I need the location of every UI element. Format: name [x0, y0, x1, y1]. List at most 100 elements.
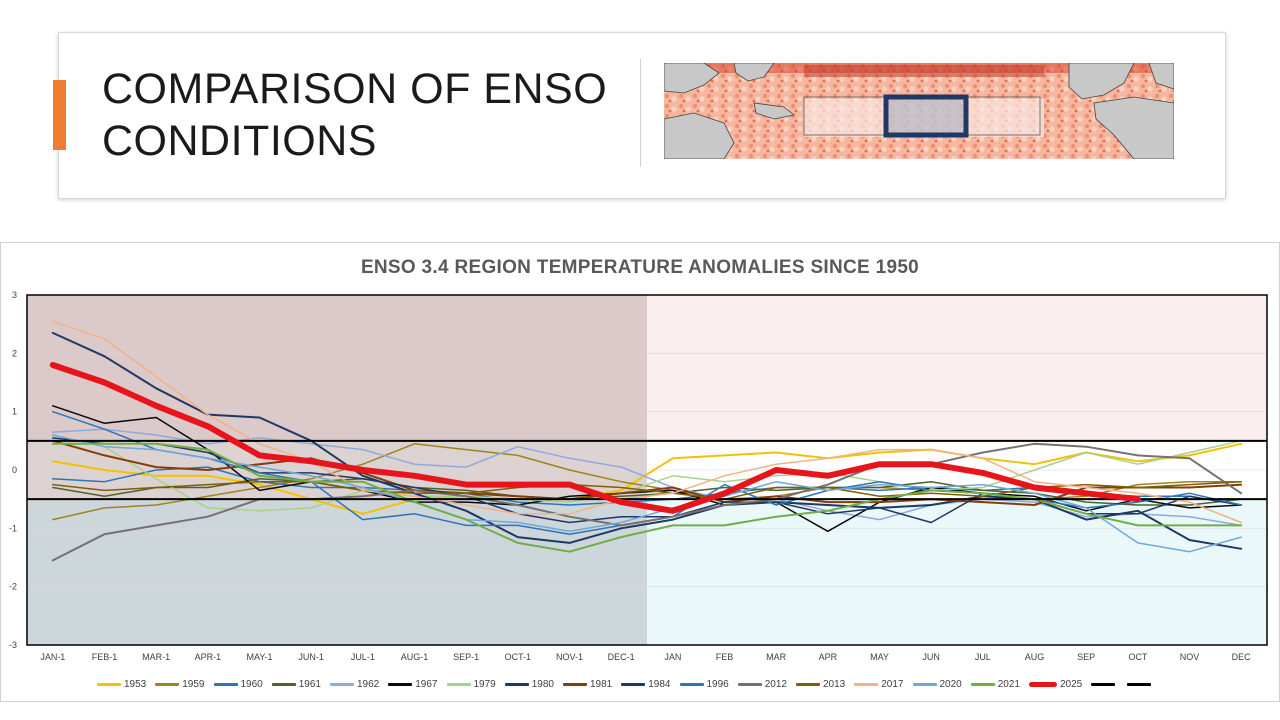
region-prior-year-warm — [27, 295, 647, 441]
region-prior-year-cool — [27, 499, 647, 645]
legend-label: 1960 — [240, 678, 263, 690]
chart-card: ENSO 3.4 REGION TEMPERATURE ANOMALIES SI… — [0, 242, 1280, 702]
legend-item — [1091, 682, 1118, 686]
x-tick-label: DEC — [1232, 652, 1252, 662]
legend-swatch — [796, 682, 820, 686]
series-line-2021 — [51, 442, 1243, 553]
chart-plot: 3 2 1 0 -1 -2 -3 JAN-1 FEB-1 MAR-1 APR-1 MAY-1 JUN-1… — [9, 290, 1268, 662]
y-tick-label: -1 — [9, 523, 17, 533]
legend-swatch — [271, 682, 296, 686]
x-tick-label: JUN — [922, 652, 940, 662]
legend-label: 2020 — [939, 678, 962, 690]
legend-label: 2021 — [997, 678, 1020, 690]
x-tick-label: MAR — [766, 652, 787, 662]
legend-label: 1996 — [706, 678, 729, 690]
legend-item: 2020 — [912, 678, 962, 690]
legend-item: 1980 — [504, 678, 554, 690]
legend-swatch — [1091, 682, 1116, 686]
legend-swatch — [912, 682, 937, 686]
x-tick-label: MAY — [870, 652, 889, 662]
title-line-2: CONDITIONS — [102, 117, 377, 165]
legend-item: 1967 — [388, 678, 438, 690]
title-card: COMPARISON OF ENSO CONDITIONS — [53, 32, 1226, 199]
sst-anomaly-map-icon — [664, 63, 1174, 159]
legend-label: 2017 — [881, 678, 904, 690]
x-tick-label: APR — [819, 652, 838, 662]
legend-item: 2025 — [1029, 679, 1082, 690]
x-tick-label: FEB — [716, 652, 734, 662]
legend-swatch — [679, 682, 704, 686]
series-line-1979 — [52, 434, 1242, 512]
region-current-year-warm — [647, 295, 1267, 441]
legend-label: 1981 — [590, 678, 613, 690]
title-line-1: COMPARISON OF ENSO — [102, 65, 608, 113]
legend-item: 2021 — [970, 678, 1020, 690]
legend-label: 1953 — [124, 678, 147, 690]
legend-item: 2017 — [854, 678, 904, 690]
legend-item: 1961 — [271, 679, 321, 690]
y-tick-label: 0 — [12, 465, 17, 475]
x-tick-label: OCT — [1128, 652, 1148, 662]
legend-item: 1960 — [213, 678, 263, 690]
legend-label: 1979 — [473, 678, 496, 690]
series-line-2025 — [49, 362, 1141, 514]
series-line-1961 — [52, 478, 1242, 506]
legend-item: 2013 — [796, 679, 845, 690]
x-tick-label: OCT-1 — [505, 652, 532, 662]
region-current-year-cool — [647, 499, 1267, 645]
legend-label: 2012 — [764, 678, 787, 690]
title-divider — [640, 59, 641, 167]
map-land-americas — [1068, 63, 1135, 100]
legend-swatch — [446, 682, 471, 686]
legend-item: 1981 — [563, 679, 612, 690]
y-tick-label: 1 — [12, 407, 17, 417]
legend-item: 1953 — [97, 679, 146, 690]
series-line-2017 — [52, 320, 1242, 524]
x-tick-label: JUL-1 — [351, 652, 375, 662]
page-title: COMPARISON OF ENSO CONDITIONS — [102, 63, 622, 167]
y-tick-label: -3 — [9, 640, 17, 650]
legend-label: 1967 — [415, 678, 438, 690]
x-tick-label: JUN-1 — [298, 652, 324, 662]
legend-item: 1962 — [330, 679, 379, 690]
legend-label: 2013 — [823, 678, 846, 690]
y-tick-label: 2 — [12, 348, 17, 358]
series-line-2012 — [51, 442, 1243, 562]
legend-item: 1979 — [446, 678, 496, 690]
legend-swatch — [1029, 681, 1057, 687]
legend-label: 2025 — [1060, 678, 1083, 690]
x-tick-label: NOV-1 — [556, 652, 583, 662]
chart-title: ENSO 3.4 REGION TEMPERATURE ANOMALIES SI… — [360, 257, 920, 278]
legend-label: 1959 — [182, 678, 205, 690]
map-land-asia — [664, 63, 720, 94]
legend-label: 1984 — [648, 678, 671, 690]
legend-swatch — [330, 682, 354, 686]
legend-label: 1980 — [531, 678, 554, 690]
y-tick-label: 3 — [12, 290, 17, 300]
x-tick-label: DEC-1 — [608, 652, 635, 662]
x-tick-label: AUG-1 — [401, 652, 429, 662]
legend-swatch — [737, 682, 762, 686]
series-line-2020 — [52, 434, 1242, 553]
x-tick-label: APR-1 — [195, 652, 222, 662]
legend-item: 1959 — [155, 678, 205, 690]
legend-item — [1127, 682, 1154, 686]
legend-label: 1962 — [357, 678, 380, 690]
legend-swatch — [213, 682, 238, 686]
legend-swatch — [155, 682, 180, 686]
legend-item: 2012 — [737, 678, 787, 690]
legend-swatch — [621, 682, 646, 686]
y-tick-label: -2 — [9, 582, 17, 592]
legend-item: 1996 — [679, 678, 729, 690]
x-tick-label: MAR-1 — [142, 652, 170, 662]
legend-swatch — [1127, 682, 1152, 686]
x-tick-label: AUG — [1025, 652, 1045, 662]
map-land-australia — [664, 112, 735, 159]
x-tick-label: SEP — [1077, 652, 1095, 662]
x-tick-label: JAN — [664, 652, 681, 662]
chart-legend: 1953 1959 1960 1961 1962 1967 1979 1980 1981 1984… — [97, 675, 1163, 693]
legend-swatch — [854, 682, 879, 686]
x-tick-label: NOV — [1180, 652, 1200, 662]
legend-item: 1984 — [621, 678, 671, 690]
x-tick-label: SEP-1 — [453, 652, 479, 662]
